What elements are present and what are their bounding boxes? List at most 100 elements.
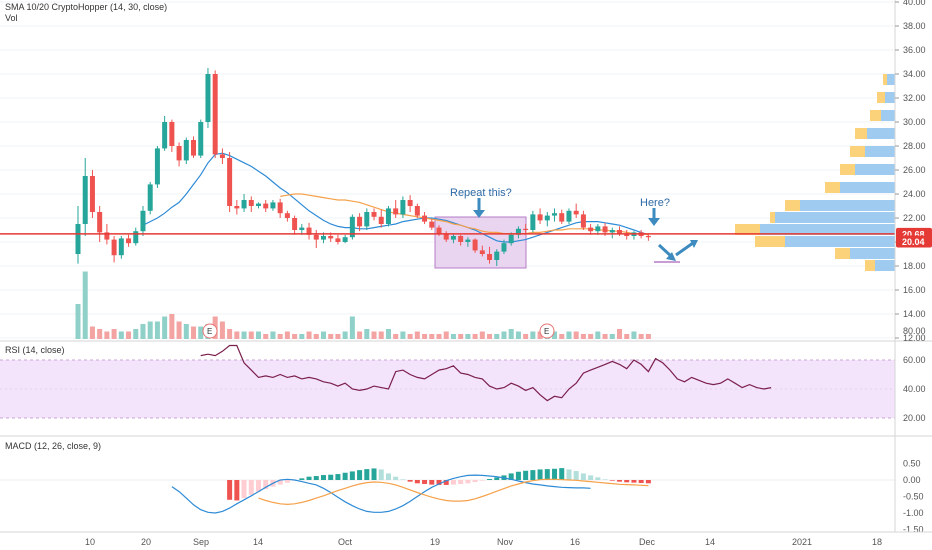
profile-bar — [885, 92, 895, 103]
macd-hist-bar — [248, 480, 254, 495]
volume-label: Vol — [5, 13, 18, 23]
volume-bar — [566, 331, 572, 339]
candle — [458, 234, 464, 246]
macd-tick-label: -1.00 — [903, 508, 924, 518]
y-tick-label: 24.00 — [903, 189, 926, 199]
rsi-tick-label: 80.00 — [903, 326, 926, 336]
macd-hist-bar — [552, 468, 558, 480]
macd-hist-bar — [335, 474, 341, 480]
candle — [198, 119, 204, 158]
volume-bar — [126, 331, 132, 339]
here-annotation[interactable]: Here? — [640, 197, 670, 209]
macd-hist-bar — [508, 473, 514, 480]
candle — [371, 208, 377, 221]
candle — [82, 158, 88, 236]
macd-hist-bar — [400, 479, 406, 480]
profile-bar — [850, 146, 865, 157]
candle — [624, 230, 630, 240]
earnings-marker[interactable]: E — [202, 323, 218, 339]
volume-bar — [277, 334, 283, 339]
volume-bar — [198, 326, 204, 339]
macd-line — [171, 474, 591, 514]
volume-bar — [487, 334, 493, 339]
macd-hist-bar — [443, 480, 449, 485]
volume-bar — [104, 331, 110, 339]
volume-bar — [378, 331, 384, 339]
profile-bar — [775, 212, 895, 223]
signal-line — [258, 478, 649, 506]
repeat-annotation[interactable]: Repeat this? — [450, 187, 512, 199]
volume-bar — [472, 334, 478, 339]
x-tick-label: Sep — [193, 537, 209, 547]
rsi-line — [200, 344, 772, 402]
candle — [479, 245, 485, 257]
macd-hist-bar — [515, 471, 521, 480]
macd-hist-bar — [263, 480, 269, 489]
volume-bar — [429, 334, 435, 339]
macd-hist-bar — [595, 477, 601, 480]
x-tick-label: 18 — [872, 537, 882, 547]
macd-pane[interactable]: MACD (12, 26, close, 9) — [0, 441, 895, 514]
macd-tick-label: 0.00 — [903, 475, 921, 485]
candle — [248, 196, 254, 212]
volume-bar — [385, 329, 391, 339]
macd-hist-bar — [523, 470, 529, 480]
candle — [378, 209, 384, 228]
macd-hist-bar — [559, 468, 565, 480]
volume-bar — [89, 326, 95, 339]
profile-bar — [835, 248, 850, 259]
price-pane[interactable]: Repeat this? Here? E — [0, 1, 895, 339]
volume-bar — [523, 334, 529, 339]
rsi-tick-label: 40.00 — [903, 384, 926, 394]
y-tick-label: 40.00 — [903, 0, 926, 7]
volume-bar — [508, 329, 514, 339]
volume-bar — [241, 331, 247, 339]
candle — [169, 119, 175, 152]
macd-hist-bar — [631, 480, 637, 483]
candle — [450, 233, 456, 244]
candle — [191, 136, 197, 158]
volume-bars — [75, 271, 651, 339]
volume-bar — [292, 334, 298, 339]
volume-bar — [588, 334, 594, 339]
macd-tick-label: 0.50 — [903, 459, 921, 469]
y-tick-label: 38.00 — [903, 21, 926, 31]
macd-hist-bar — [458, 480, 464, 484]
candle — [89, 170, 95, 218]
candle — [349, 214, 355, 240]
macd-hist-bar — [494, 477, 500, 480]
y-tick-label: 16.00 — [903, 285, 926, 295]
candle — [126, 234, 132, 247]
macd-hist-bar — [479, 480, 485, 481]
price-grid — [0, 1, 895, 339]
volume-bar — [364, 329, 370, 339]
volume-bar — [595, 331, 601, 339]
earnings-marker[interactable]: E — [539, 323, 555, 339]
volume-bar — [234, 331, 240, 339]
volume-bar — [263, 334, 269, 339]
rsi-pane-title: RSI (14, close) — [5, 345, 65, 355]
volume-bar — [270, 331, 276, 339]
here-arrow-icon — [648, 208, 660, 226]
candle — [277, 198, 283, 218]
volume-bar — [494, 334, 500, 339]
macd-hist-bar — [537, 469, 543, 480]
volume-bar — [530, 331, 536, 339]
macd-hist-bar — [320, 475, 326, 480]
macd-hist-bar — [422, 480, 428, 484]
macd-hist-bar — [407, 480, 413, 482]
candle — [414, 203, 420, 218]
macd-hist-bar — [256, 480, 261, 492]
rsi-pane[interactable]: RSI (14, close) — [0, 344, 895, 419]
volume-bar — [371, 331, 377, 339]
candle — [523, 224, 529, 235]
candle — [508, 232, 514, 246]
macd-hist-bar — [465, 480, 471, 484]
candle — [544, 212, 550, 227]
candle — [530, 210, 536, 233]
rsi-series-line — [200, 344, 772, 402]
volume-bar — [169, 314, 175, 339]
volume-bar — [638, 334, 644, 339]
